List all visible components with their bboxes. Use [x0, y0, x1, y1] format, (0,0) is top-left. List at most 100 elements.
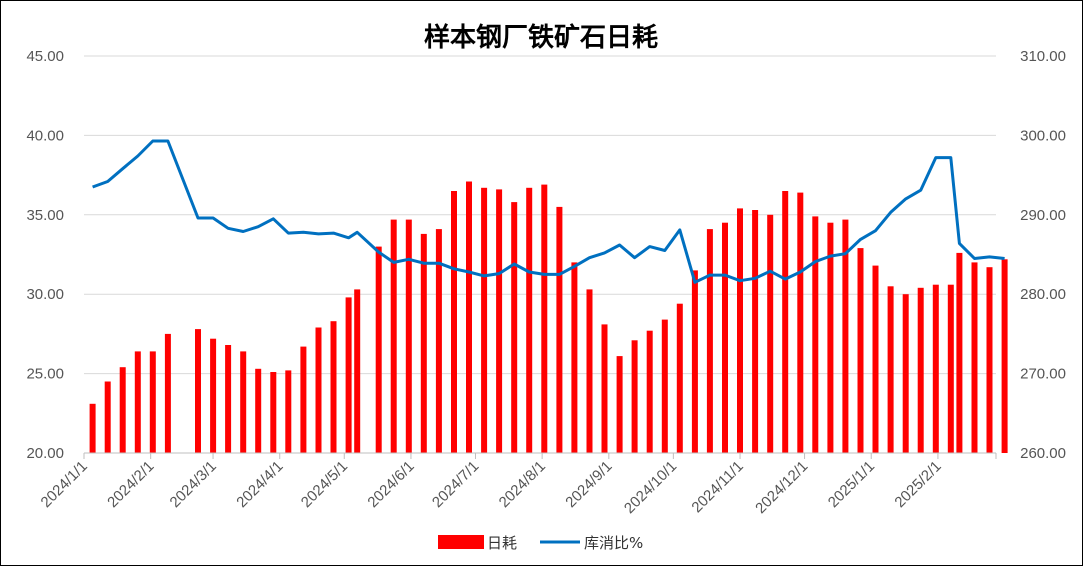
x-tick-label: 2024/5/1 — [298, 458, 351, 511]
bar-mark — [676, 303, 683, 453]
bar-mark — [210, 338, 217, 453]
bar-mark — [119, 367, 126, 453]
bar-mark — [737, 208, 743, 453]
bar-mark — [616, 356, 623, 453]
bar-mark — [255, 368, 262, 453]
bar-mark — [827, 222, 834, 453]
bar-mark — [89, 403, 96, 453]
x-axis-tick-labels: 2024/1/1 2024/2/1 2024/3/1 2024/4/1 2024/5/1… — [38, 458, 945, 517]
x-tick-label: 2025/2/1 — [891, 458, 944, 511]
bar-mark — [330, 321, 337, 453]
bar-mark — [956, 252, 963, 453]
bar-mark — [390, 219, 397, 453]
y-right-tick-label: 290.00 — [1020, 207, 1066, 224]
bar-mark — [149, 351, 156, 453]
x-tick-label: 2025/1/1 — [825, 458, 878, 511]
bar-mark — [932, 284, 939, 453]
bar-mark — [902, 294, 909, 453]
bar-mark — [420, 233, 427, 453]
bar-mark — [812, 216, 819, 453]
bar-mark — [797, 192, 804, 453]
x-tick-label: 2024/10/1 — [621, 458, 680, 517]
bar-mark — [285, 370, 292, 453]
bar-mark — [722, 222, 728, 453]
bar-mark — [857, 248, 864, 453]
bar-mark — [782, 191, 789, 453]
y-axis-left-ticks: 20.00 25.00 30.00 35.00 40.00 45.00 — [26, 48, 64, 462]
bar-mark — [971, 262, 978, 453]
x-tick-label: 2024/12/1 — [752, 458, 811, 517]
bar-mark — [511, 202, 518, 453]
bar-mark — [315, 327, 322, 453]
bar-mark — [451, 191, 457, 453]
bar-mark — [270, 372, 277, 453]
y-right-tick-label: 300.00 — [1020, 127, 1066, 144]
bar-mark — [691, 270, 698, 453]
bar-mark — [767, 214, 774, 453]
x-tick-label: 2024/8/1 — [496, 458, 549, 511]
bar-mark — [631, 340, 638, 453]
bar-mark — [300, 346, 307, 453]
bar-mark — [405, 219, 412, 453]
x-tick-label: 2024/4/1 — [233, 458, 286, 511]
bar-mark — [195, 329, 201, 453]
line-series-inventory-ratio — [92, 139, 1005, 284]
bar-mark — [571, 262, 578, 453]
y-left-tick-label: 35.00 — [26, 207, 64, 224]
legend: 日耗 库消比% — [438, 534, 643, 552]
bar-mark — [466, 181, 472, 453]
bar-mark — [986, 267, 993, 453]
bar-mark — [375, 246, 382, 453]
bar-mark — [1001, 259, 1008, 453]
x-tick-label: 2024/11/1 — [688, 458, 746, 516]
bar-mark — [706, 229, 713, 453]
axes — [83, 452, 997, 459]
legend-bar-swatch — [438, 535, 484, 549]
y-left-tick-label: 20.00 — [26, 445, 64, 462]
x-tick-label: 2024/6/1 — [364, 458, 417, 511]
y-right-tick-label: 280.00 — [1020, 286, 1066, 303]
bar-mark — [345, 297, 352, 453]
x-tick-label: 2024/7/1 — [429, 458, 482, 511]
bar-mark — [541, 184, 548, 453]
bar-mark — [917, 287, 924, 453]
bar-mark — [435, 229, 442, 453]
y-left-tick-label: 30.00 — [26, 286, 64, 303]
y-right-tick-label: 270.00 — [1020, 366, 1066, 383]
y-left-tick-label: 40.00 — [26, 127, 64, 144]
bar-mark — [601, 324, 608, 453]
legend-label-ratio: 库消比% — [584, 534, 643, 552]
y-left-tick-label: 45.00 — [26, 48, 64, 65]
chart-title: 样本钢厂铁矿石日耗 — [424, 22, 658, 53]
bar-mark — [586, 289, 593, 453]
bar-mark — [481, 187, 488, 454]
y-right-tick-label: 260.00 — [1020, 445, 1066, 462]
bar-mark — [240, 351, 247, 453]
x-tick-label: 2024/9/1 — [562, 458, 615, 511]
bar-mark — [104, 381, 111, 453]
bar-mark — [556, 206, 563, 453]
y-right-tick-label: 310.00 — [1020, 48, 1066, 65]
bar-mark — [496, 189, 503, 453]
bar-mark — [752, 210, 759, 453]
bar-mark — [225, 345, 232, 453]
line-path — [92, 139, 1005, 284]
bar-series-daily-consumption — [89, 181, 1008, 454]
bar-mark — [661, 319, 668, 453]
x-tick-label: 2024/1/1 — [38, 458, 91, 511]
bar-mark — [354, 289, 361, 453]
y-axis-right-ticks: 260.00 270.00 280.00 290.00 300.00 310.00 — [1020, 48, 1066, 462]
bar-mark — [526, 187, 533, 454]
x-tick-label: 2024/3/1 — [167, 458, 220, 511]
bar-mark — [646, 330, 653, 453]
bar-mark — [842, 219, 849, 453]
bar-mark — [887, 286, 894, 453]
bar-mark — [134, 351, 141, 453]
y-left-tick-label: 25.00 — [26, 366, 64, 383]
legend-label-daily: 日耗 — [487, 534, 517, 552]
bar-mark — [872, 265, 879, 453]
x-tick-label: 2024/2/1 — [104, 458, 157, 511]
bar-mark — [947, 284, 954, 453]
bar-mark — [164, 333, 171, 453]
